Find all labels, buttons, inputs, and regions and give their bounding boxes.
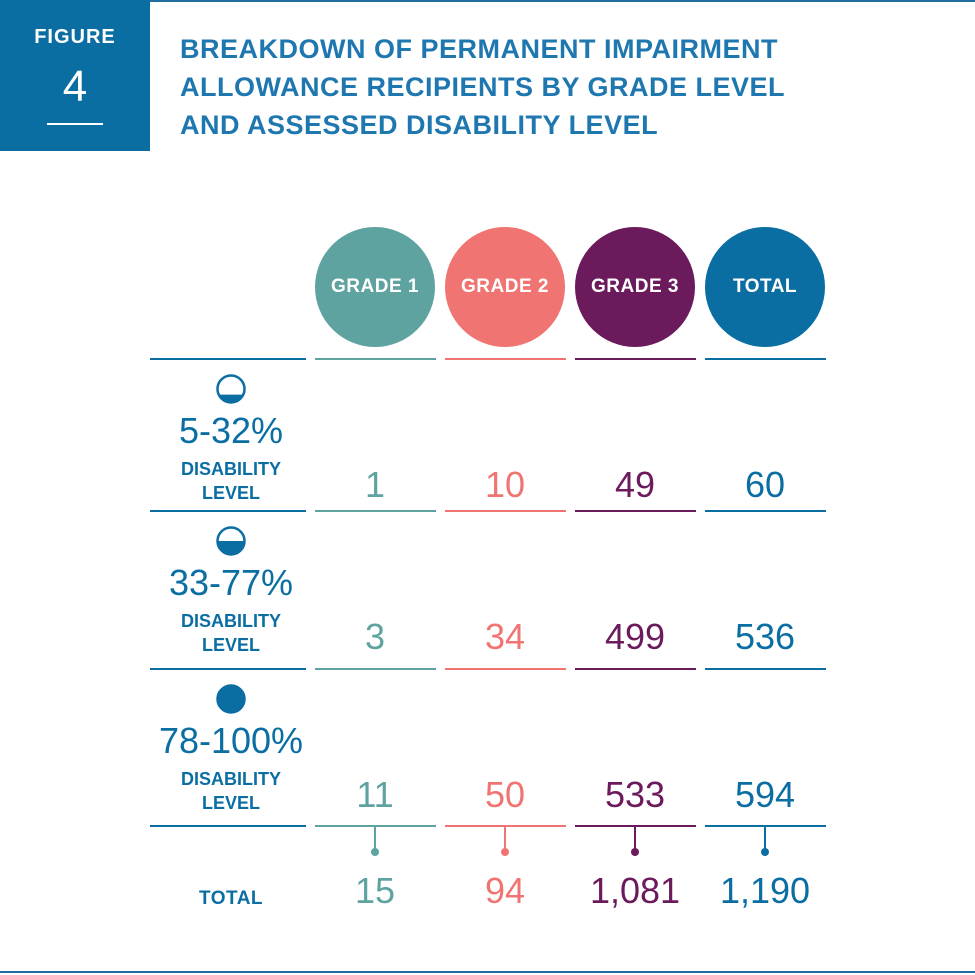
- disability-range: 5-32%: [178, 410, 284, 451]
- figure-number: 4: [62, 62, 88, 111]
- table-cell-value: 60: [744, 464, 786, 505]
- label-line: DISABILITY: [180, 459, 281, 479]
- total-connector: [764, 827, 766, 851]
- figure-label: FIGURE: [34, 26, 116, 48]
- row-divider: [705, 358, 826, 360]
- half-filled-circle-icon: [216, 526, 246, 556]
- table-cell-value: 536: [734, 616, 796, 657]
- disability-range: 33-77%: [168, 562, 294, 603]
- row-divider: [445, 358, 566, 360]
- quarter-filled-circle-icon: [216, 374, 246, 404]
- row-divider: [315, 825, 436, 827]
- row-divider: [150, 668, 306, 670]
- disability-level-label: DISABILITY LEVEL: [150, 609, 312, 657]
- row-divider: [705, 510, 826, 512]
- table-cell-value: 594: [734, 774, 796, 815]
- label-line: DISABILITY: [180, 769, 281, 789]
- label-line: DISABILITY: [180, 611, 281, 631]
- table-cell-value: 533: [604, 774, 666, 815]
- row-divider: [445, 825, 566, 827]
- label-line: LEVEL: [201, 635, 260, 655]
- disability-level-label: DISABILITY LEVEL: [150, 767, 312, 815]
- row-divider: [575, 358, 696, 360]
- table-cell-value: 11: [356, 774, 394, 815]
- row-divider: [445, 668, 566, 670]
- row-divider: [315, 510, 436, 512]
- column-header-grade-2: GRADE 2: [445, 227, 565, 347]
- row-divider: [150, 358, 306, 360]
- column-header-grade-3: GRADE 3: [575, 227, 695, 347]
- full-filled-circle-icon: [216, 684, 246, 714]
- top-frame-rule: [150, 0, 975, 2]
- row-divider: [705, 668, 826, 670]
- total-connector-dot: [371, 848, 379, 856]
- total-connector-dot: [761, 848, 769, 856]
- column-header-grade-1: GRADE 1: [315, 227, 435, 347]
- table-cell-value: 50: [484, 774, 526, 815]
- row-divider: [315, 668, 436, 670]
- disability-range: 78-100%: [158, 720, 304, 761]
- figure-badge: FIGURE 4: [0, 0, 150, 151]
- disability-level-label: DISABILITY LEVEL: [150, 457, 312, 505]
- total-value: 94: [484, 870, 526, 911]
- column-header-total: TOTAL: [705, 227, 825, 347]
- total-connector-dot: [501, 848, 509, 856]
- label-line: LEVEL: [201, 793, 260, 813]
- table-cell-value: 49: [614, 464, 656, 505]
- title-line: AND ASSESSED DISABILITY LEVEL: [180, 110, 659, 140]
- row-divider: [575, 825, 696, 827]
- figure-divider: [47, 123, 103, 125]
- row-divider: [150, 825, 306, 827]
- row-divider: [445, 510, 566, 512]
- total-value: 1,190: [719, 870, 811, 911]
- table-cell-value: 10: [484, 464, 526, 505]
- total-value: 15: [354, 870, 396, 911]
- figure-title: BREAKDOWN OF PERMANENT IMPAIRMENT ALLOWA…: [180, 30, 880, 144]
- title-line: BREAKDOWN OF PERMANENT IMPAIRMENT: [180, 34, 778, 64]
- total-connector: [634, 827, 636, 851]
- label-line: LEVEL: [201, 483, 260, 503]
- table-cell-value: 3: [364, 616, 386, 657]
- total-connector-dot: [631, 848, 639, 856]
- table-cell-value: 499: [604, 616, 666, 657]
- table-cell-value: 1: [364, 464, 386, 505]
- total-value: 1,081: [589, 870, 681, 911]
- row-divider: [705, 825, 826, 827]
- title-line: ALLOWANCE RECIPIENTS BY GRADE LEVEL: [180, 72, 786, 102]
- total-connector: [374, 827, 376, 851]
- total-row-label: TOTAL: [198, 888, 264, 909]
- row-divider: [150, 510, 306, 512]
- row-divider: [575, 510, 696, 512]
- total-connector: [504, 827, 506, 851]
- row-divider: [575, 668, 696, 670]
- row-divider: [315, 358, 436, 360]
- table-cell-value: 34: [484, 616, 526, 657]
- bottom-frame-rule: [0, 971, 975, 973]
